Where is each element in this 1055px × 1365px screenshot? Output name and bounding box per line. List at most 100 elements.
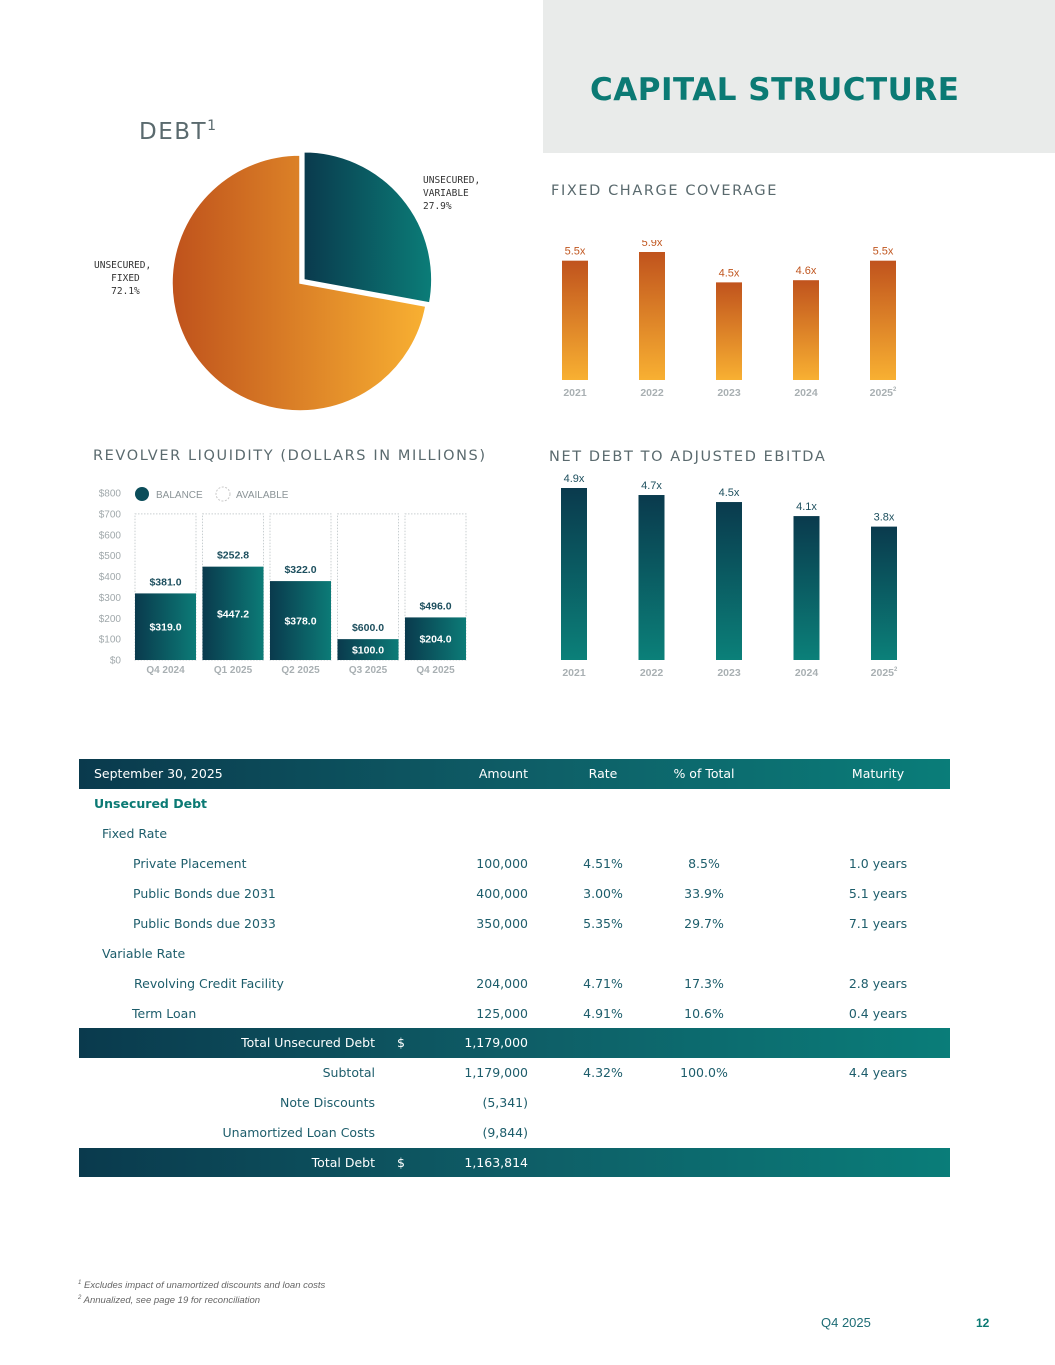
row-label: Term Loan: [132, 1005, 197, 1021]
balance-bar: [202, 566, 264, 660]
bar: [638, 495, 665, 660]
footnote-2-text: Annualized, see page 19 for reconciliati…: [83, 1295, 261, 1307]
subtotal-row: Subtotal 1,179,000 4.32% 100.0% 4.4 year…: [79, 1058, 950, 1088]
row-label: Public Bonds due 2031: [133, 886, 276, 901]
bar-value-label: 4.5x: [719, 487, 740, 499]
x-tick-label: Q4 2024: [146, 665, 185, 676]
available-bar: [337, 513, 399, 661]
note-discounts-amount: (5,341): [482, 1095, 528, 1111]
net-debt-chart: 4.9x 2021 4.7x 2022 4.5x 2023 4.1x 2024 3.8x 2025…: [561, 473, 898, 679]
row-pct: 8.5%: [688, 856, 720, 872]
table-row: Term Loan 125,000 4.91% 10.6% 0.4 years: [79, 998, 950, 1028]
available-value-label: $381.0: [149, 576, 181, 588]
row-amount: 204,000: [476, 975, 528, 991]
loan-costs-row: Unamortized Loan Costs (9,844): [79, 1118, 950, 1148]
x-tick-label: 2023: [717, 387, 741, 399]
bar-value-label: 5.9x: [642, 240, 663, 249]
debt-table: September 30, 2025 Amount Rate % of Tota…: [79, 759, 950, 1178]
row-rate: 4.51%: [583, 856, 623, 872]
x-tick-label: 2021: [563, 387, 587, 399]
y-tick-label: $200: [99, 614, 122, 625]
header-rate: Rate: [588, 766, 618, 782]
x-tick-label: 2022: [640, 667, 664, 679]
header-pct: % of Total: [673, 766, 735, 782]
subtotal-amount: 1,179,000: [464, 1065, 528, 1081]
subtotal-rate: 4.32%: [583, 1065, 623, 1081]
table-row: Fixed Rate: [79, 819, 950, 849]
title-band: [543, 0, 1055, 153]
row-pct: 33.9%: [684, 886, 724, 901]
legend-balance-label: BALANCE: [156, 490, 203, 501]
legend-available-label: AVAILABLE: [236, 490, 289, 501]
row-rate: 3.00%: [583, 886, 623, 901]
debt-pie-chart: [171, 151, 433, 412]
revolver-heading: REVOLVER LIQUIDITY (DOLLARS IN MILLIONS): [93, 448, 487, 464]
variable-rate-heading: Variable Rate: [102, 945, 186, 961]
footer-quarter: Q4 2025: [821, 1315, 871, 1330]
y-tick-label: $400: [99, 572, 122, 583]
y-tick-label: $600: [99, 530, 122, 541]
pie-slice-variable: [303, 151, 433, 304]
x-tick-footnote: 2: [894, 667, 898, 673]
row-label: Public Bonds due 2033: [133, 915, 276, 931]
total-unsecured-currency: $: [397, 1035, 405, 1051]
x-tick-label: Q3 2025: [349, 665, 388, 676]
x-tick-label: 2024: [794, 387, 818, 399]
bar: [716, 502, 742, 660]
balance-bar: [135, 593, 196, 660]
header-date: September 30, 2025: [94, 766, 223, 782]
row-rate: 4.91%: [583, 1005, 623, 1021]
debt-heading-text: DEBT: [139, 119, 208, 145]
debt-heading-footnote: 1: [207, 118, 218, 134]
legend-available-swatch: [215, 486, 231, 502]
table-row: Public Bonds due 2033 350,000 5.35% 29.7…: [79, 908, 950, 938]
page-title: CAPITAL STRUCTURE: [590, 72, 960, 108]
balance-value-label: $319.0: [149, 622, 181, 634]
bar-value-label: 4.9x: [564, 473, 585, 485]
bar-value-label: 5.5x: [873, 246, 894, 258]
available-value-label: $252.8: [217, 550, 249, 562]
footnote-1-number: 1: [78, 1280, 82, 1286]
x-tick-label: 2021: [562, 667, 586, 679]
available-value-label: $600.0: [352, 622, 384, 634]
row-amount: 100,000: [476, 856, 528, 872]
x-tick-label: 20252: [870, 387, 897, 399]
x-tick-label: 20252: [871, 667, 898, 679]
table-row: Revolving Credit Facility 204,000 4.71% …: [79, 968, 950, 998]
bar-value-label: 4.7x: [641, 480, 662, 492]
bar-value-label: 4.5x: [719, 267, 740, 279]
page-number: 12: [976, 1316, 990, 1330]
legend-balance-swatch: [135, 487, 149, 501]
total-unsecured-label: Total Unsecured Debt: [241, 1035, 375, 1051]
footnote-1: 1 Excludes impact of unamortized discoun…: [78, 1277, 325, 1292]
row-amount: 125,000: [476, 1005, 528, 1021]
bar: [562, 260, 588, 380]
x-tick-label: Q1 2025: [214, 665, 253, 676]
fixed-charge-chart: 5.5x 2021 5.9x 2022 4.5x 2023 4.6x 2024 5.5x 2025…: [562, 240, 897, 399]
table-row: Variable Rate: [79, 938, 950, 968]
bar-value-label: 4.6x: [796, 265, 817, 277]
total-unsecured-row: Total Unsecured Debt $ 1,179,000: [79, 1028, 950, 1058]
row-maturity: 0.4 years: [848, 1005, 908, 1021]
bar: [871, 526, 897, 660]
debt-heading: DEBT1: [139, 118, 218, 145]
row-amount: 350,000: [476, 915, 528, 931]
x-tick-label: 2023: [717, 667, 741, 679]
bar: [793, 280, 819, 380]
total-debt-amount: 1,163,814: [464, 1155, 528, 1171]
bar-value-label: 4.1x: [796, 501, 817, 513]
header-maturity: Maturity: [851, 766, 905, 782]
x-tick-label: Q2 2025: [281, 665, 320, 676]
total-debt-label: Total Debt: [311, 1155, 375, 1171]
total-debt-currency: $: [397, 1155, 405, 1171]
x-tick-label: 2022: [640, 387, 664, 399]
loan-costs-amount: (9,844): [482, 1125, 528, 1141]
balance-bar: [270, 581, 331, 660]
footnotes: 1 Excludes impact of unamortized discoun…: [78, 1277, 325, 1307]
row-maturity: 1.0 years: [848, 856, 908, 872]
footnote-1-text: Excludes impact of unamortized discounts…: [83, 1280, 326, 1292]
y-tick-label: $800: [99, 489, 122, 500]
balance-value-label: $447.2: [217, 608, 249, 620]
row-label: Revolving Credit Facility: [134, 975, 284, 991]
table-row: Private Placement 100,000 4.51% 8.5% 1.0…: [79, 849, 950, 879]
